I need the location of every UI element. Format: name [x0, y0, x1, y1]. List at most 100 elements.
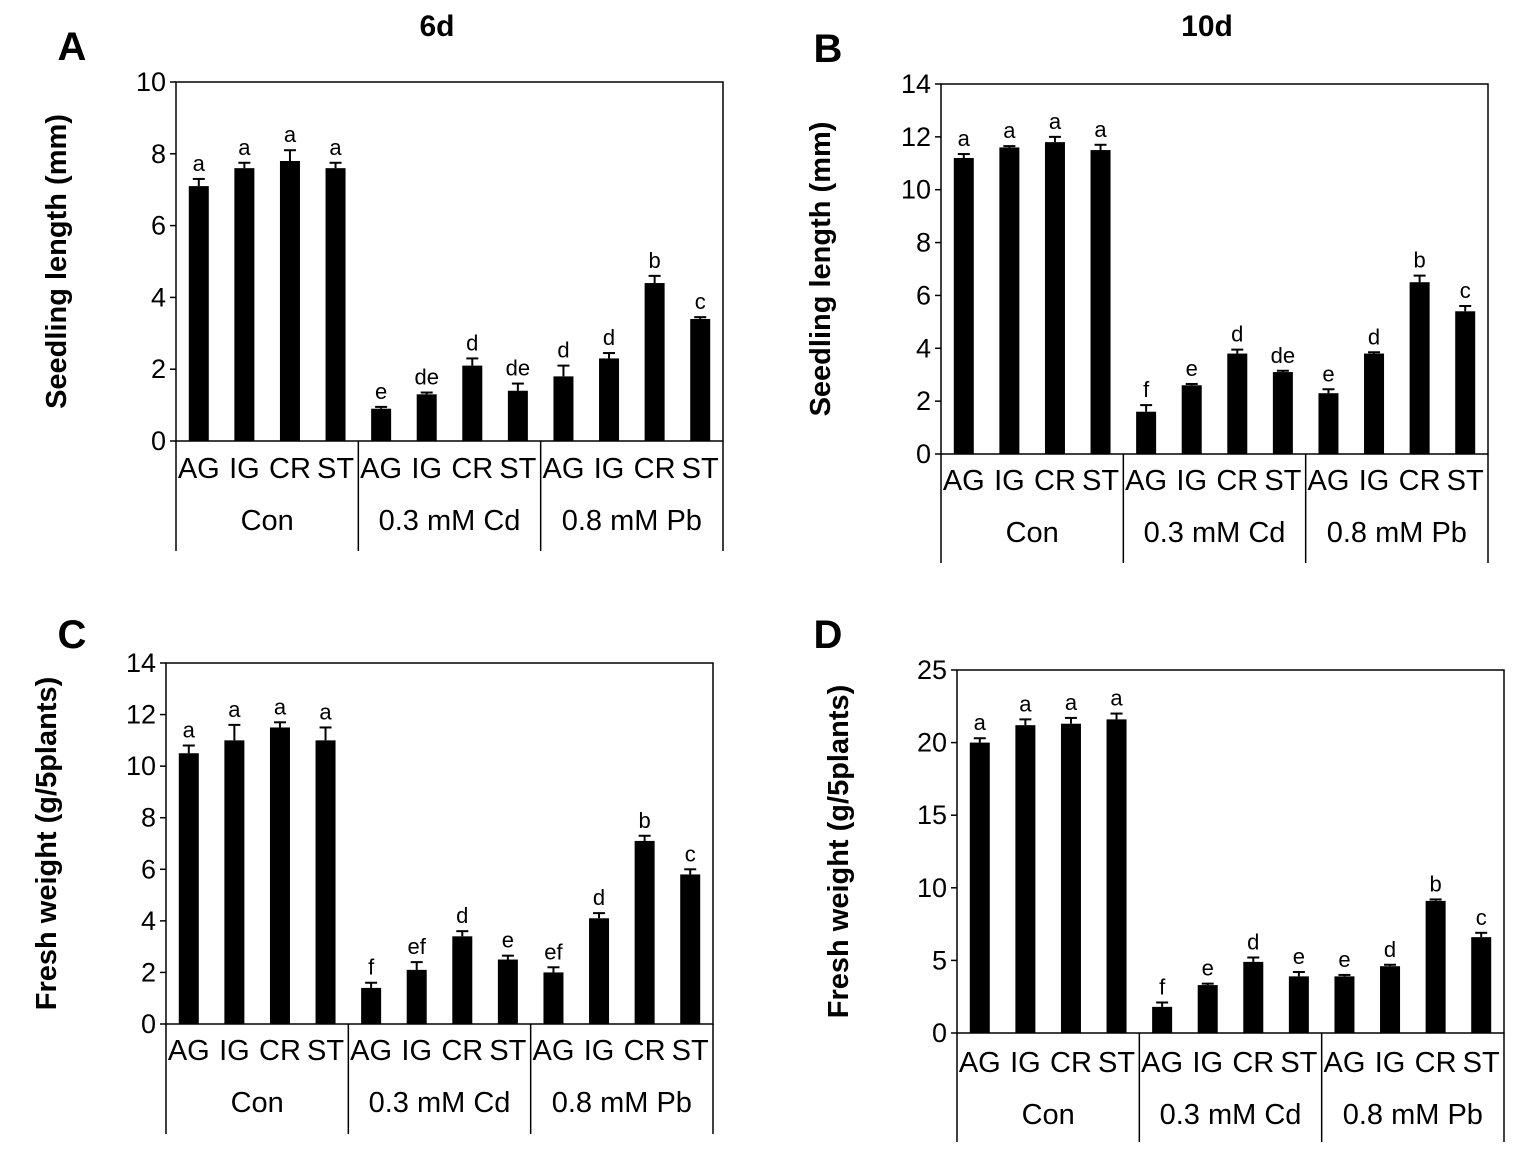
y-tick-label: 10 — [126, 751, 156, 781]
group-label: Con — [231, 1087, 284, 1119]
plot-frame — [175, 81, 724, 442]
panel-a: A 6d 0 2 4 6 8 10 Seedling length (mm) a AG a IG a CR a… — [41, 10, 724, 551]
y-axis-title: Seedling length (mm) — [41, 114, 73, 409]
category-label: AG — [533, 1035, 575, 1067]
significance-letter: c — [695, 289, 706, 314]
y-tick-label: 8 — [151, 139, 166, 169]
category-label: IG — [1176, 465, 1207, 497]
category-label: ST — [307, 1035, 344, 1067]
significance-letter: e — [1202, 956, 1214, 981]
significance-letter: f — [1143, 377, 1150, 402]
group-label: 0.3 mM Cd — [379, 505, 521, 537]
category-label: AG — [1125, 465, 1167, 497]
significance-letter: a — [1065, 690, 1078, 715]
group-label: 0.3 mM Cd — [369, 1087, 511, 1119]
category-label: ST — [1280, 1047, 1317, 1079]
category-label: ST — [317, 453, 354, 485]
category-label: ST — [1082, 465, 1119, 497]
bar — [462, 365, 483, 441]
bar — [1409, 282, 1430, 454]
category-label: CR — [1415, 1047, 1457, 1079]
bar — [1106, 719, 1127, 1033]
group-label: 0.3 mM Cd — [1144, 517, 1286, 549]
significance-letter: a — [228, 697, 241, 722]
bar — [1288, 976, 1309, 1033]
category-label: AG — [959, 1047, 1001, 1079]
bar — [1272, 372, 1293, 454]
bar — [234, 168, 255, 441]
y-tick-label: 12 — [126, 700, 156, 730]
bar — [1471, 937, 1492, 1033]
y-tick-label: 10 — [901, 175, 931, 205]
significance-letter: d — [557, 338, 569, 363]
significance-letter: a — [284, 122, 297, 147]
significance-letter: a — [319, 699, 332, 724]
significance-letter: d — [603, 325, 615, 350]
category-label: CR — [1034, 465, 1076, 497]
significance-letter: e — [1186, 356, 1198, 381]
category-label: AG — [1324, 1047, 1366, 1079]
category-label: ST — [1264, 465, 1301, 497]
group-label: 0.8 mM Pb — [552, 1087, 692, 1119]
category-label: IG — [219, 1035, 250, 1067]
significance-letter: b — [1414, 248, 1426, 273]
category-label: IG — [1375, 1047, 1406, 1079]
bar — [1015, 725, 1036, 1033]
bar — [1181, 385, 1202, 454]
panel-c: C 0 2 4 6 8 10 12 14 Fresh weight (g/5plants) a AG a… — [31, 613, 714, 1134]
category-label: AG — [360, 453, 402, 485]
category-label: ST — [489, 1035, 526, 1067]
significance-letter: b — [649, 248, 661, 273]
bar — [507, 390, 528, 441]
significance-letter: d — [593, 885, 605, 910]
y-tick-label: 0 — [932, 1018, 947, 1048]
panel-letter: B — [814, 27, 843, 71]
bar — [599, 358, 620, 441]
category-label: IG — [411, 453, 442, 485]
y-axis-title: Fresh weight (g/5plants) — [823, 685, 855, 1019]
y-axis-title: Fresh weight (g/5plants) — [31, 677, 63, 1011]
significance-letter: de — [414, 365, 438, 390]
panel-letter: C — [58, 613, 87, 657]
bar — [497, 959, 518, 1024]
y-tick-label: 0 — [151, 426, 166, 456]
significance-letter: c — [1476, 905, 1487, 930]
y-tick-label: 6 — [141, 854, 156, 884]
significance-letter: a — [1110, 686, 1123, 711]
significance-letter: b — [1430, 871, 1442, 896]
group-label: Con — [1006, 517, 1059, 549]
significance-letter: e — [375, 379, 387, 404]
category-label: CR — [259, 1035, 301, 1067]
bar — [969, 742, 990, 1033]
bar — [188, 186, 209, 441]
y-tick-label: 8 — [141, 803, 156, 833]
group-label: 0.8 mM Pb — [1327, 517, 1467, 549]
category-label: CR — [624, 1035, 666, 1067]
y-tick-label: 14 — [901, 69, 931, 99]
category-label: ST — [499, 453, 536, 485]
significance-letter: e — [1293, 944, 1305, 969]
y-tick-label: 14 — [126, 648, 156, 678]
significance-letter: de — [506, 356, 530, 381]
significance-letter: a — [329, 135, 342, 160]
significance-letter: d — [1247, 929, 1259, 954]
category-label: IG — [994, 465, 1025, 497]
significance-letter: a — [183, 718, 196, 743]
bar — [690, 318, 711, 441]
category-label: IG — [594, 453, 625, 485]
bar — [269, 727, 290, 1024]
bar — [1090, 150, 1111, 455]
y-tick-label: 2 — [916, 386, 931, 416]
category-label: ST — [1447, 465, 1484, 497]
group-label: Con — [1022, 1099, 1075, 1131]
plot-frame — [940, 83, 1489, 455]
category-label: ST — [682, 453, 719, 485]
y-tick-label: 4 — [151, 282, 166, 312]
significance-letter: a — [1094, 117, 1107, 142]
significance-letter: a — [1049, 109, 1062, 134]
category-label: CR — [441, 1035, 483, 1067]
category-label: AG — [1141, 1047, 1183, 1079]
category-label: AG — [350, 1035, 392, 1067]
significance-letter: d — [1231, 322, 1243, 347]
